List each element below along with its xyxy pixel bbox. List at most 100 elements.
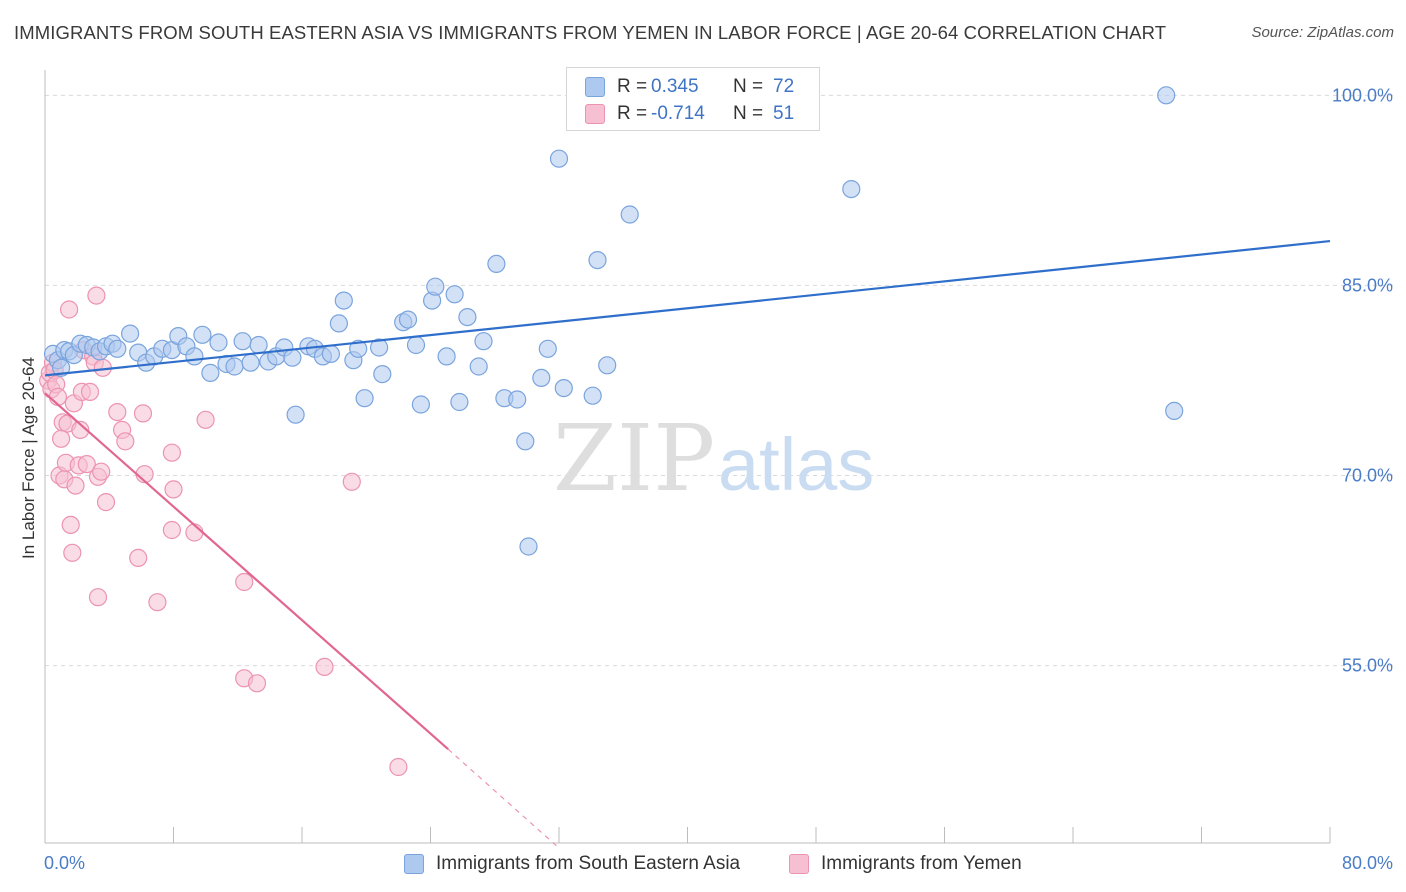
yemen-point (162, 443, 181, 462)
sea-point (398, 310, 418, 329)
tick-labels: 100.0% 85.0% 70.0% 55.0% 0.0% 80.0% (44, 85, 1393, 873)
sea-point (508, 390, 527, 409)
legend-swatch-sea (404, 854, 424, 874)
legend-label-sea: Immigrants from South Eastern Asia (436, 853, 741, 874)
sea-point (349, 339, 368, 358)
yemen-point (92, 462, 111, 481)
yemen-point (66, 476, 85, 495)
yemen-point (71, 420, 90, 439)
sea-point (554, 379, 573, 398)
x-tick-label: 80.0% (1342, 853, 1393, 873)
yemen-point (80, 382, 100, 401)
yemen-point (164, 480, 183, 499)
sea-point (334, 291, 353, 310)
chart-title: IMMIGRANTS FROM SOUTH EASTERN ASIA VS IM… (14, 22, 1167, 43)
sea-point (201, 363, 220, 382)
sea-point (516, 432, 535, 451)
legend-n-label: N = (733, 103, 764, 124)
yemen-point (61, 515, 80, 535)
sea-point (411, 395, 430, 414)
yemen-point (116, 432, 135, 451)
yemen-point (96, 493, 116, 512)
legend-r-label: R = (617, 76, 648, 97)
watermark-atlas: atlas (718, 423, 874, 506)
sea-point (450, 392, 469, 412)
sea-point (233, 332, 252, 351)
yemen-point (315, 657, 334, 677)
sea-point (588, 251, 607, 270)
yemen-point (88, 588, 108, 607)
sea-point (842, 180, 861, 199)
sea-point (225, 357, 244, 376)
series-sea-points (43, 83, 1184, 556)
legend-r-label: R = (617, 103, 648, 124)
yemen-point (59, 300, 79, 319)
sea-point (519, 537, 538, 556)
correlation-legend: R = 0.345 N = 72 R = -0.714 N = 51 (566, 67, 820, 131)
yemen-trend-line (44, 392, 449, 751)
legend-n-value: 72 (773, 76, 795, 97)
sea-point (532, 368, 551, 387)
yemen-point (129, 548, 148, 568)
sea-point (458, 308, 477, 327)
sea-point (445, 285, 464, 304)
sea-point (51, 358, 71, 377)
sea-point (286, 405, 305, 424)
sea-point (406, 335, 426, 355)
y-tick-label: 55.0% (1342, 656, 1393, 676)
sea-point (487, 254, 506, 273)
yemen-point (87, 286, 106, 305)
sea-point (474, 332, 493, 351)
y-tick-label: 85.0% (1342, 275, 1393, 295)
yemen-point (148, 593, 167, 612)
legend-label-yemen: Immigrants from Yemen (821, 853, 1022, 874)
sea-point (426, 277, 445, 296)
sea-point (185, 347, 204, 366)
yemen-point (133, 404, 153, 423)
y-tick-label: 70.0% (1342, 466, 1393, 486)
yemen-point (196, 410, 215, 429)
sea-point (1157, 86, 1176, 105)
trend-lines (44, 239, 1331, 849)
sea-point (583, 386, 602, 405)
axes (44, 70, 1331, 844)
yemen-point (51, 429, 71, 448)
yemen-trend-extension (447, 748, 560, 849)
sea-point (241, 353, 260, 372)
sea-point (370, 338, 389, 357)
yemen-point (63, 543, 82, 562)
sea-point (121, 324, 140, 343)
sea-point (355, 389, 374, 408)
sea-point (193, 325, 212, 344)
sea-point (538, 339, 557, 358)
sea-point (209, 333, 228, 352)
legend-n-label: N = (733, 76, 764, 97)
yemen-point (389, 757, 408, 777)
yemen-point (162, 520, 181, 540)
sea-point (598, 356, 617, 375)
legend-swatch-yemen (789, 854, 809, 874)
sea-point (620, 205, 639, 224)
sea-point (283, 348, 302, 367)
source-label: Source: ZipAtlas.com (1251, 24, 1394, 41)
yemen-point (342, 472, 361, 491)
legend-swatch-sea (585, 77, 605, 97)
yemen-point (247, 674, 267, 693)
watermark-zip: ZIP (553, 405, 715, 512)
watermark: ZIP atlas (553, 405, 874, 512)
yemen-point (235, 572, 254, 592)
yemen-point (77, 455, 96, 474)
sea-point (249, 335, 268, 355)
sea-point (549, 149, 569, 168)
sea-point (108, 339, 127, 358)
y-axis-label: In Labor Force | Age 20-64 (19, 357, 38, 559)
legend-r-value: 0.345 (651, 76, 699, 97)
sea-point (329, 314, 348, 333)
legend-swatch-yemen (585, 104, 605, 124)
sea-point (469, 357, 488, 376)
yemen-point (108, 403, 127, 422)
y-tick-label: 100.0% (1332, 85, 1393, 105)
x-tick-label: 0.0% (44, 853, 85, 873)
sea-point (321, 344, 340, 363)
